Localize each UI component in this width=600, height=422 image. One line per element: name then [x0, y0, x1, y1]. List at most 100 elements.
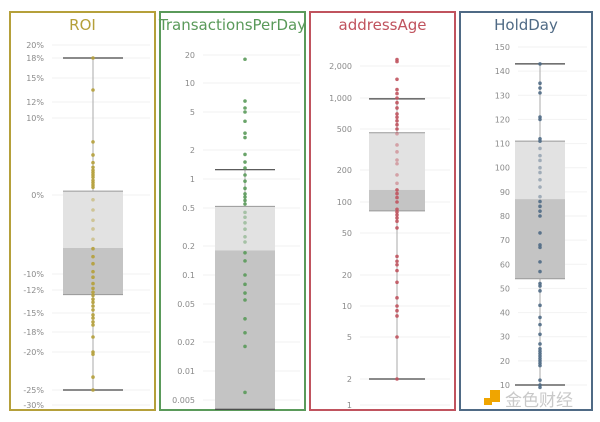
tick-label: 0.5: [182, 204, 195, 213]
tick-label: 20: [500, 357, 510, 366]
data-point: [538, 165, 542, 170]
data-point: [395, 188, 399, 192]
tick-label: 90: [500, 188, 510, 197]
data-point: [395, 161, 399, 166]
tick-label: 10: [185, 79, 195, 88]
data-point: [91, 300, 95, 305]
tick-label: 18%: [26, 54, 44, 63]
panel-HoldDay: HoldDay 150 140 130 120 110 100 90 80 70 60 50 40 30 2…: [459, 11, 593, 411]
tick-label: 50: [342, 229, 352, 238]
data-point: [395, 59, 399, 64]
data-point: [538, 185, 542, 189]
data-point: [243, 390, 247, 395]
data-point: [91, 293, 95, 298]
data-point: [538, 260, 542, 264]
data-point: [538, 315, 542, 320]
data-point: [538, 177, 542, 182]
data-point: [243, 273, 247, 277]
data-point: [243, 282, 247, 287]
box-upper: [515, 141, 565, 200]
data-point: [91, 320, 95, 324]
data-point: [91, 140, 95, 144]
data-point: [243, 195, 247, 199]
tick-label: 0%: [31, 191, 44, 200]
tick-label: 60: [500, 260, 510, 269]
panel-title: addressAge: [339, 16, 427, 34]
data-point: [395, 200, 399, 204]
data-point: [91, 185, 95, 190]
box-lower: [215, 250, 275, 410]
tick-label: 0.01: [177, 367, 195, 376]
data-point: [91, 275, 95, 280]
data-point: [395, 254, 399, 259]
tick-label: 500: [337, 125, 352, 134]
tick-label: -15%: [23, 309, 44, 318]
tick-label: 50: [500, 284, 510, 293]
data-point: [395, 91, 399, 96]
data-point: [91, 388, 95, 392]
data-point: [243, 215, 247, 220]
data-point: [395, 96, 399, 100]
data-point: [395, 77, 399, 82]
tick-label: 140: [495, 67, 510, 76]
data-point: [91, 153, 95, 157]
data-point: [395, 280, 399, 285]
tick-label: 1: [190, 175, 195, 184]
data-point: [538, 269, 542, 274]
tick-label: -18%: [23, 328, 44, 337]
data-point: [395, 173, 399, 177]
data-point: [538, 289, 542, 293]
data-point: [91, 335, 95, 339]
tick-label: 20%: [26, 41, 44, 50]
watermark-logo-icon-part: [484, 398, 492, 405]
box-upper: [63, 191, 123, 248]
tick-label: -10%: [23, 270, 44, 279]
data-point: [395, 226, 399, 230]
tick-label: 20: [342, 271, 352, 280]
panel-title: ROI: [69, 16, 96, 34]
tick-label: 0.2: [182, 242, 195, 251]
tick-label: 12%: [26, 98, 44, 107]
data-point: [91, 254, 95, 259]
data-point: [243, 160, 247, 164]
data-point: [243, 135, 247, 140]
data-point: [538, 303, 542, 308]
tick-label: 200: [337, 166, 352, 175]
tick-label: -12%: [23, 286, 44, 295]
data-point: [91, 290, 95, 295]
panel-title: TransactionsPerDay: [158, 16, 306, 34]
data-point: [243, 316, 247, 321]
data-point: [243, 344, 247, 349]
tick-label: 5: [190, 108, 195, 117]
tick-label: 20: [185, 51, 195, 60]
data-point: [243, 227, 247, 231]
data-point: [243, 198, 247, 203]
watermark: 金色财经: [484, 390, 573, 411]
data-point: [538, 245, 542, 250]
data-point: [395, 150, 399, 154]
data-point: [538, 194, 542, 199]
tick-label: -30%: [23, 401, 44, 410]
tick-label: 40: [500, 309, 510, 318]
data-point: [395, 122, 399, 127]
data-point: [91, 246, 95, 251]
data-point: [91, 218, 95, 223]
data-point: [91, 286, 95, 291]
data-point: [243, 119, 247, 124]
data-point: [538, 153, 542, 158]
data-point: [395, 100, 399, 105]
data-point: [395, 377, 399, 381]
tick-label: 120: [495, 115, 510, 124]
data-point: [538, 62, 542, 66]
data-point: [395, 216, 399, 220]
data-point: [91, 197, 95, 202]
panel-border: [9, 11, 156, 411]
tick-label: 2,000: [329, 62, 352, 71]
data-point: [538, 342, 542, 346]
data-point: [538, 204, 542, 209]
data-point: [91, 313, 95, 317]
tick-label: 10: [342, 302, 352, 311]
tick-label: 0.005: [172, 396, 195, 405]
data-point: [538, 209, 542, 213]
